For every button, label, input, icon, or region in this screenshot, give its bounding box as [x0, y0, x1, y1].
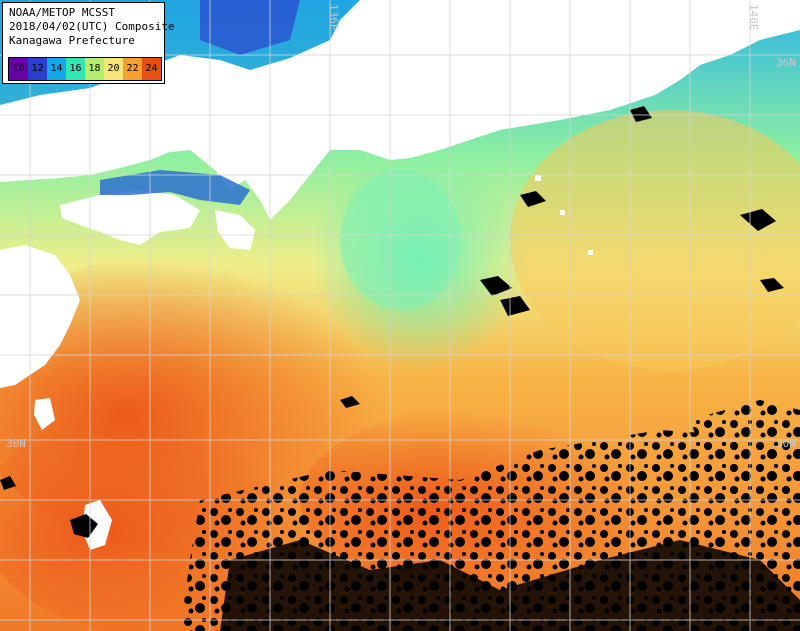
colorbar-label-16: 16 [66, 58, 85, 80]
cloud-mass-south-dense [220, 540, 800, 631]
izu-islands [535, 175, 593, 255]
colorbar-label-18: 18 [85, 58, 104, 80]
legend-region: Kanagawa Prefecture [9, 34, 135, 47]
lat-label-30n-right: 30N [776, 437, 796, 450]
legend-title: NOAA/METOP MCSST [9, 6, 115, 19]
colorbar-label-14: 14 [47, 58, 66, 80]
tanegashima [34, 398, 55, 430]
legend-box: NOAA/METOP MCSST 2018/04/02(UTC) Composi… [2, 2, 175, 84]
legend-date: 2018/04/02(UTC) Composite [9, 20, 175, 33]
sea-fringe-blue [100, 170, 250, 205]
colorbar-label-24: 24 [142, 58, 161, 80]
colorbar-label-22: 22 [123, 58, 142, 80]
sea-of-japan-very-cold [200, 0, 300, 55]
kii-peninsula [215, 210, 255, 250]
colorbar-label-10: 10 [9, 58, 28, 80]
cloud-mass-east [690, 400, 800, 500]
lat-label-36n-right: 36N [776, 56, 796, 69]
shikoku-land [60, 190, 200, 245]
lon-label-140e: 140E [747, 4, 760, 31]
colorbar-label-20: 20 [104, 58, 123, 80]
temperature-colorbar: 10 12 14 16 18 20 22 24 [8, 57, 162, 81]
lon-label-136e: 136E [327, 4, 340, 31]
lat-label-30n-left: 30N [6, 437, 26, 450]
colorbar-label-12: 12 [28, 58, 47, 80]
kyushu-land [0, 245, 80, 388]
cold-eddy-inner [340, 170, 460, 310]
